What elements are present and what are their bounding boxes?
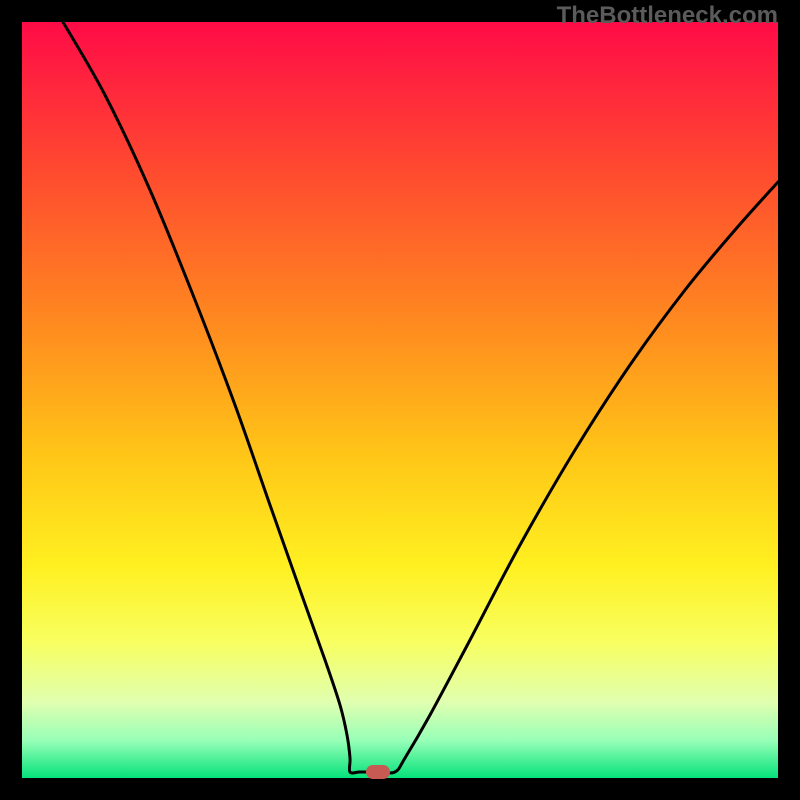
watermark-text: TheBottleneck.com <box>557 2 778 30</box>
chart-gradient-background <box>22 22 778 778</box>
chart-container: TheBottleneck.com <box>0 0 800 800</box>
optimal-point-marker <box>366 765 390 779</box>
